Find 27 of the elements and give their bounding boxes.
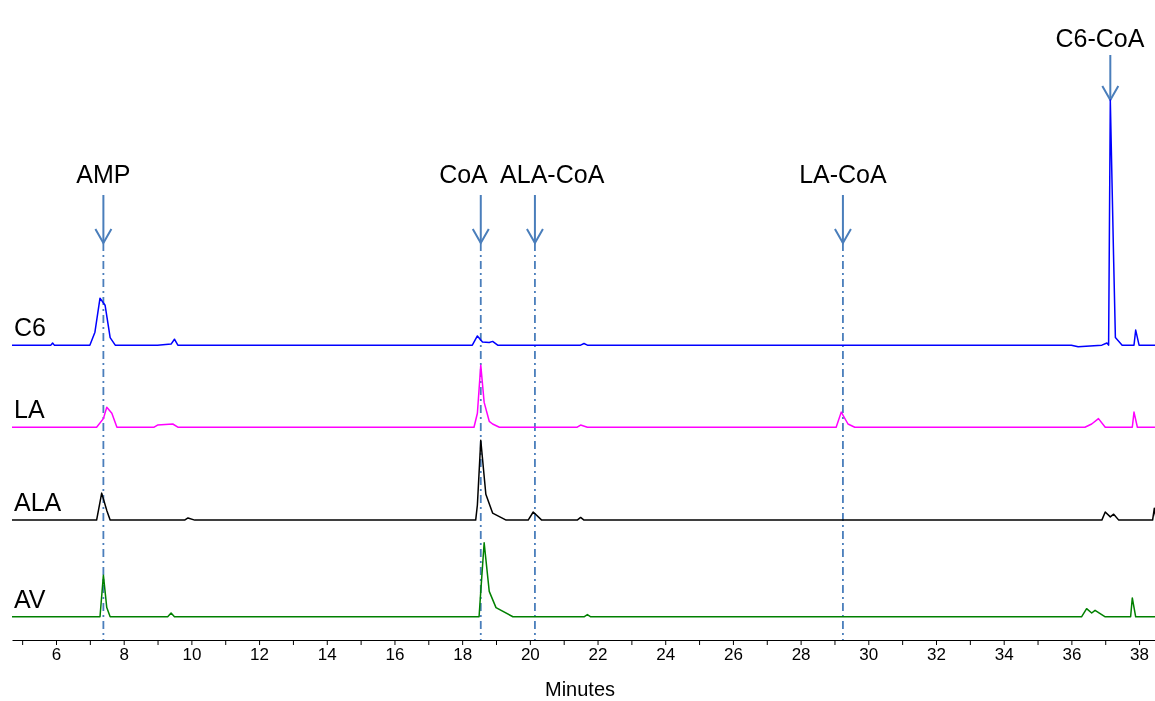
x-tick-label: 26 [723, 645, 743, 665]
x-tick-label: 30 [859, 645, 879, 665]
ref-line-label: LA-CoA [799, 160, 888, 188]
annotation: C6-CoA [1055, 24, 1145, 52]
x-tick-label: 14 [317, 645, 337, 665]
series-label: LA [14, 395, 45, 424]
x-tick-label: 22 [588, 645, 608, 665]
x-tick-label: 38 [1130, 645, 1150, 665]
ref-line-label: CoA [439, 160, 489, 188]
x-tick-label: 6 [51, 645, 62, 665]
x-tick-label: 12 [250, 645, 270, 665]
x-tick-label: 28 [791, 645, 811, 665]
x-tick-label: 36 [1062, 645, 1082, 665]
x-tick-label: 34 [994, 645, 1014, 665]
x-tick-label: 10 [182, 645, 202, 665]
x-tick-label: 32 [927, 645, 946, 665]
x-tick-label: 24 [656, 645, 676, 665]
x-axis-title: Minutes [544, 678, 616, 700]
x-tick-label: 20 [520, 645, 540, 665]
series-label: ALA [14, 488, 62, 517]
x-tick-label: 8 [119, 645, 129, 665]
series-label: C6 [14, 313, 46, 342]
series-label: AV [14, 584, 46, 613]
x-tick-label: 18 [453, 645, 473, 665]
ref-line-label: ALA-CoA [500, 160, 605, 188]
ref-line-label: AMP [76, 160, 131, 188]
x-tick-label: 16 [385, 645, 405, 665]
